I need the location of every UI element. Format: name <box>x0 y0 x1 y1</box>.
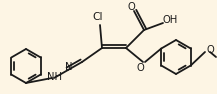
Text: N: N <box>65 62 73 72</box>
Text: NH: NH <box>48 72 62 82</box>
Text: O: O <box>127 2 135 12</box>
Text: O: O <box>136 63 144 73</box>
Text: Cl: Cl <box>93 12 103 22</box>
Text: O: O <box>206 45 214 55</box>
Text: OH: OH <box>162 15 178 25</box>
